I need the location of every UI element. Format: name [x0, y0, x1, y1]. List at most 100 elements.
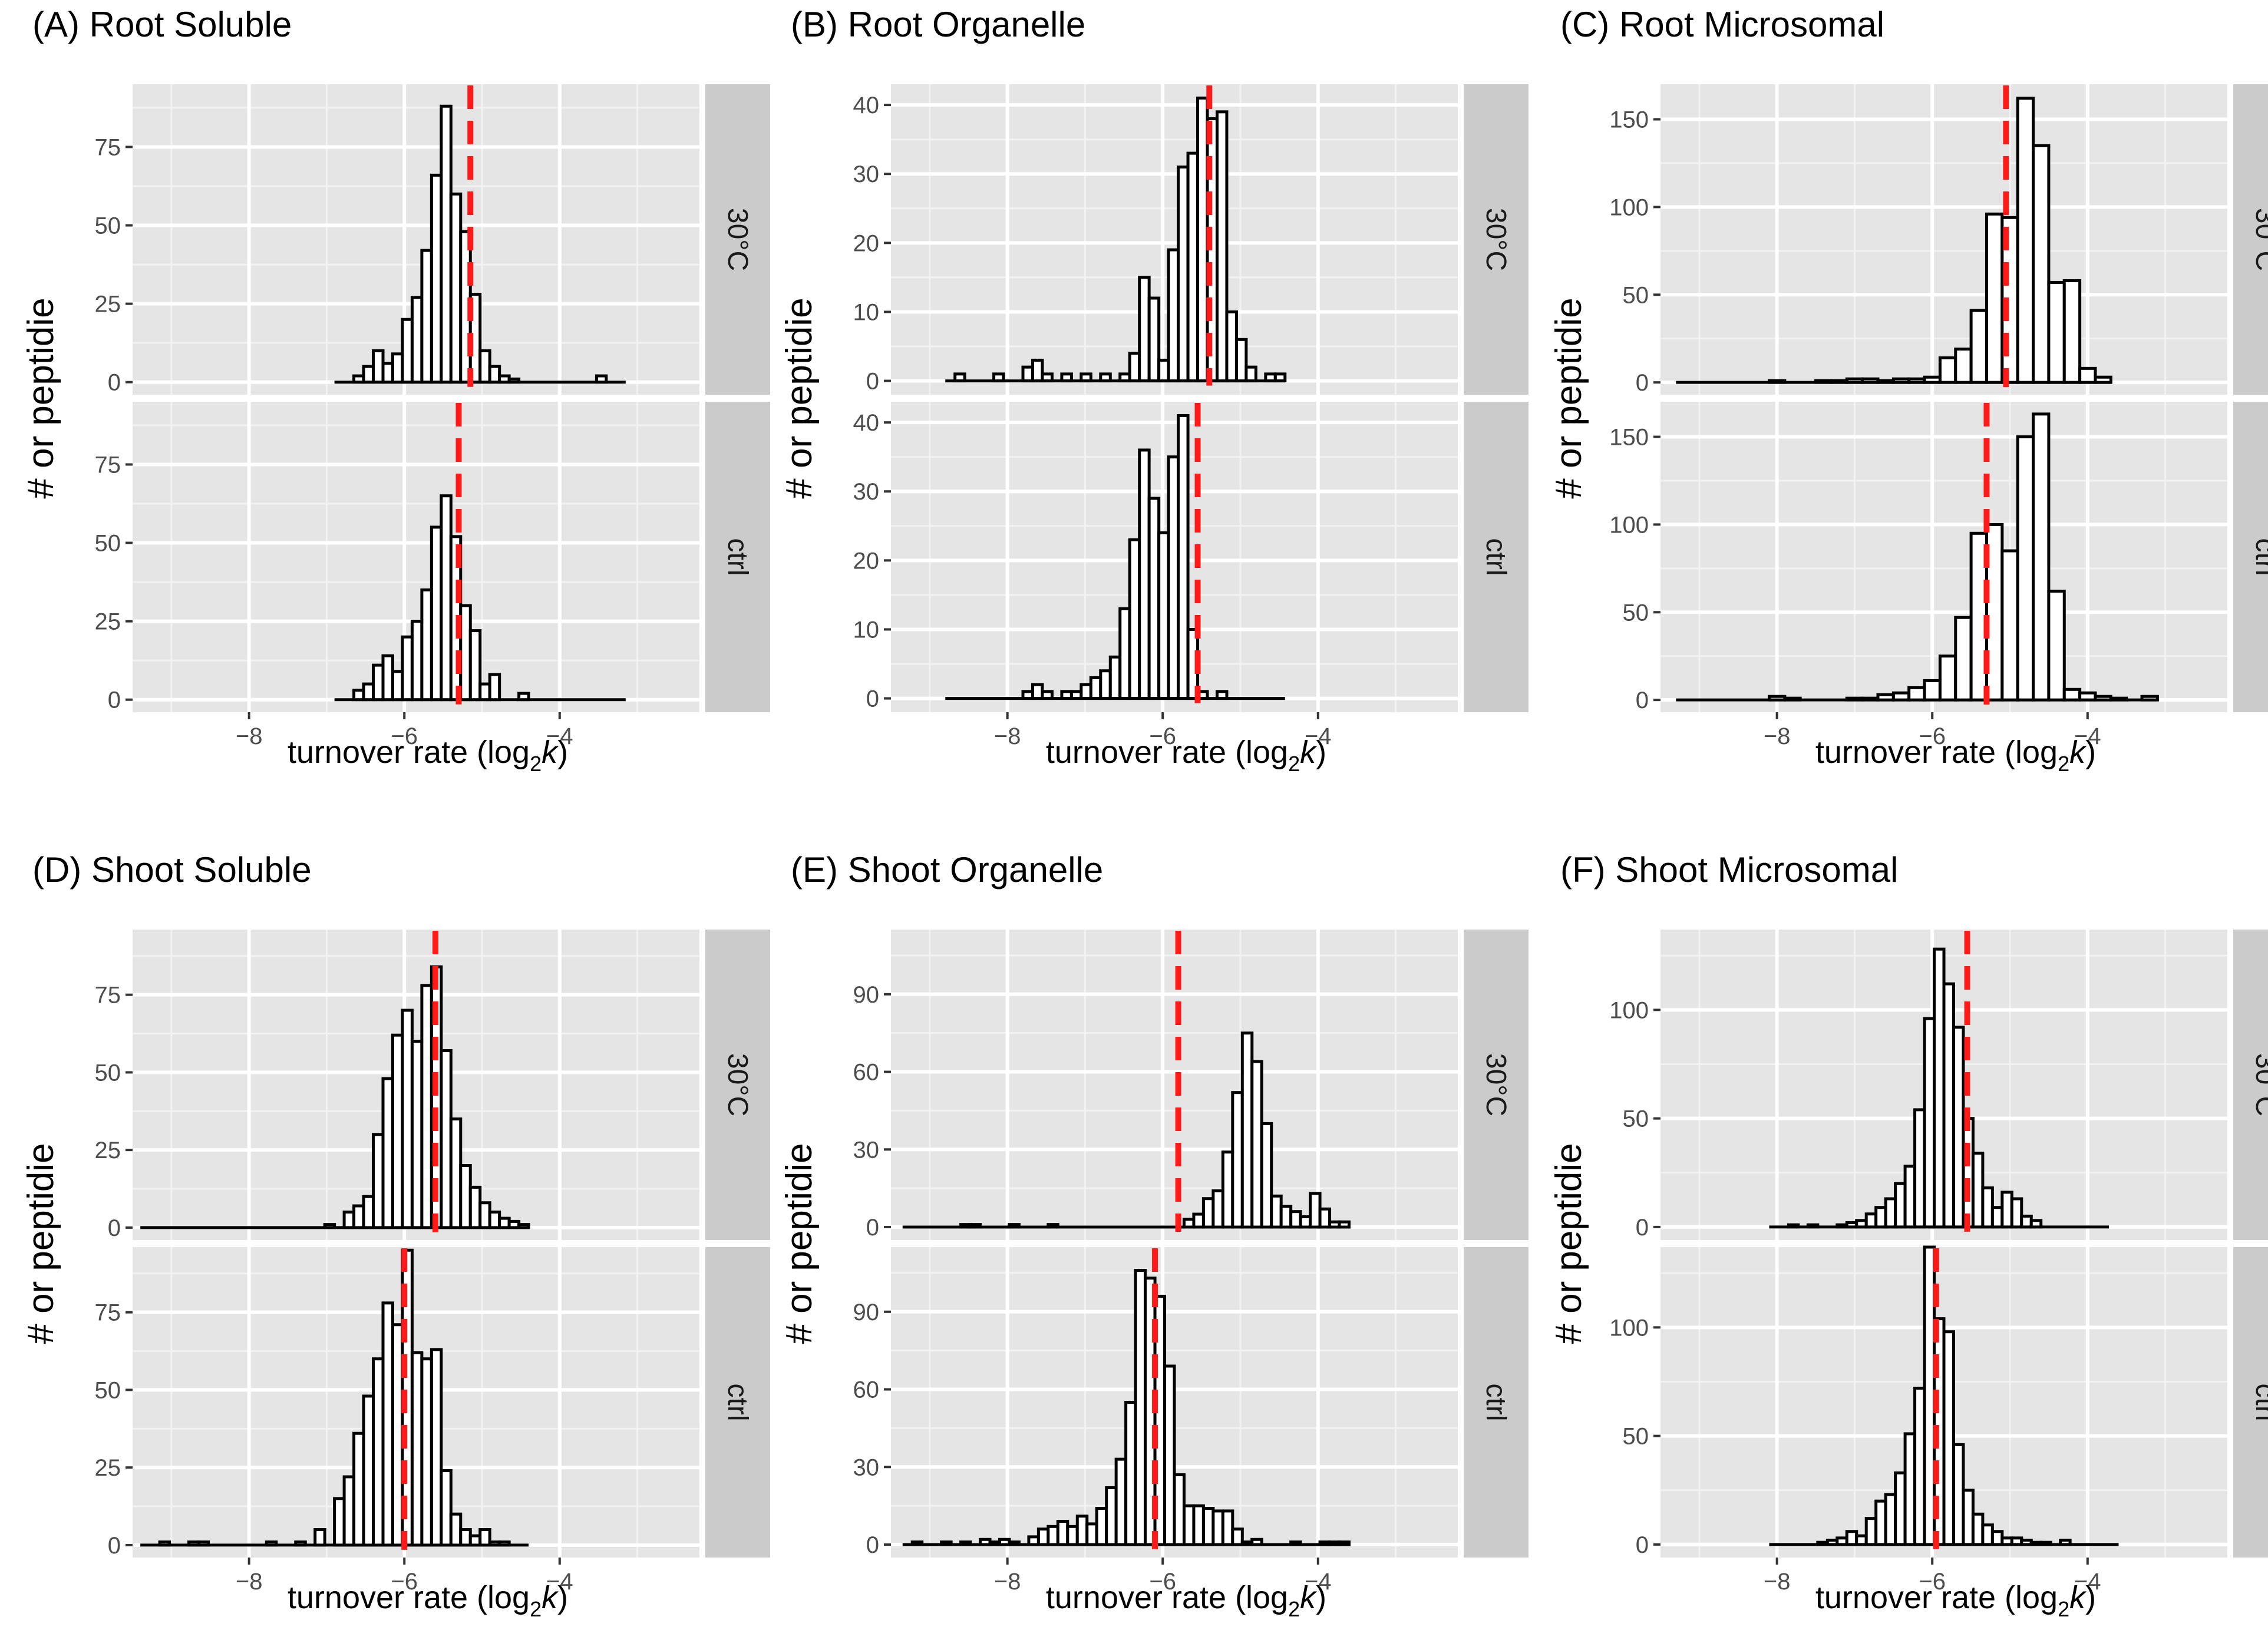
y-axis-title: # or peptidie [779, 297, 820, 498]
x-axis-title-main: turnover rate (log [1815, 735, 2058, 770]
y-axis-title: # or peptidie [1549, 1143, 1589, 1344]
y-tick-label: 10 [853, 617, 880, 643]
histogram-bar [1079, 372, 1092, 383]
histogram-bar [2047, 590, 2066, 702]
histogram-bar [1876, 379, 1895, 384]
facet-strip [705, 1247, 770, 1558]
x-axis-title-close: ) [1316, 1580, 1326, 1615]
histogram-bar [2029, 1219, 2043, 1229]
x-axis-title-close: ) [1316, 735, 1326, 770]
facet-strip [1464, 402, 1528, 712]
y-tick-label: 150 [1609, 107, 1649, 133]
histogram-bar [1942, 1330, 1955, 1546]
x-axis-title-close: ) [2085, 1580, 2096, 1615]
histogram-bar [2032, 144, 2051, 384]
histogram-bar [1954, 616, 1973, 702]
chart-title: (D) Shoot Soluble [32, 850, 312, 890]
y-tick-label: 20 [853, 230, 880, 256]
facet-strip [705, 930, 770, 1240]
y-tick-label: 0 [1636, 1532, 1649, 1558]
facet-panel: 0 50 100 30°C [1609, 930, 2268, 1241]
y-tick-label: 40 [853, 410, 880, 436]
histogram-bar [1954, 348, 1973, 384]
y-tick-label: 50 [95, 531, 121, 557]
facet-strip [1464, 84, 1528, 395]
y-tick-label: 25 [95, 1455, 121, 1481]
histogram-bar [1041, 372, 1054, 383]
histogram-bar [265, 1540, 278, 1547]
histogram-bar [959, 1540, 972, 1546]
histogram-bar [1177, 414, 1190, 700]
histogram-bar [940, 1540, 953, 1546]
y-tick-label: 90 [853, 982, 880, 1008]
facet-strip-label: ctrl [2250, 538, 2268, 576]
x-axis-title: turnover rate (log2k) [1046, 1580, 1326, 1621]
facet-panel: 0 10 20 30 40 30°C [853, 84, 1528, 395]
histogram-bar [1234, 338, 1248, 383]
x-tick-label: −4 [1305, 723, 1332, 749]
histogram-bar [1041, 690, 1054, 700]
facet-strip-label: ctrl [1480, 538, 1511, 576]
facet-strip-label: ctrl [722, 538, 753, 576]
chart-panel: (A) Root Soluble 0 25 50 75 30°C 0 25 50 75 ctrl −8… [21, 5, 770, 776]
x-tick-label: −4 [1305, 1569, 1332, 1595]
histogram-bar [1099, 372, 1112, 383]
facet-strip-label: 30°C [1480, 1053, 1511, 1116]
y-tick-label: 30 [853, 1137, 880, 1163]
y-tick-label: 0 [866, 686, 879, 712]
x-axis-title: turnover rate (log2k) [288, 1580, 568, 1621]
y-axis-title: # or peptidie [21, 1143, 61, 1344]
histogram-bar [1845, 377, 1864, 384]
x-axis-title-main: turnover rate (log [1046, 735, 1288, 770]
facet-panel: 0 30 60 90 30°C [853, 930, 1528, 1241]
histogram-bar [1907, 686, 1926, 702]
facet-strip-label: ctrl [2250, 1384, 2268, 1421]
x-tick-label: −4 [546, 723, 573, 749]
chart-title: (C) Root Microsomal [1560, 5, 1884, 44]
x-axis-title-var: k [542, 735, 559, 770]
x-axis-title: turnover rate (log2k) [1046, 735, 1326, 776]
x-tick-label: −4 [546, 1569, 573, 1595]
y-tick-label: 60 [853, 1377, 880, 1403]
y-tick-label: 25 [95, 1138, 121, 1163]
histogram-bar [2016, 435, 2035, 702]
y-tick-label: 50 [1623, 1106, 1649, 1132]
histogram-bar [2047, 280, 2066, 384]
x-axis-title: turnover rate (log2k) [1815, 1580, 2096, 1621]
histogram-bar [1907, 377, 1926, 384]
x-axis-title-var: k [1300, 1580, 1318, 1615]
y-axis-title: # or peptidie [21, 297, 61, 498]
x-axis-title-main: turnover rate (log [288, 735, 530, 770]
x-tick-label: −4 [2074, 1569, 2101, 1595]
histogram-bar [2016, 97, 2035, 384]
x-axis-title-close: ) [2085, 735, 2096, 770]
histogram-bar [1338, 1220, 1351, 1229]
x-axis-title: turnover rate (log2k) [288, 735, 568, 776]
facet-strip [2233, 84, 2268, 395]
histogram-bar [1060, 372, 1073, 383]
histogram-bar [1876, 693, 1895, 702]
histogram-bar [158, 1540, 171, 1547]
chart-title: (E) Shoot Organelle [791, 850, 1103, 890]
histogram-bar [478, 1528, 491, 1547]
histogram-bar [1318, 1207, 1332, 1229]
histogram-bar [595, 374, 608, 384]
histogram-bar [313, 1528, 326, 1547]
histogram-bar [1767, 379, 1787, 384]
histogram-bar [1985, 212, 2004, 384]
y-tick-label: 75 [95, 983, 121, 1009]
histogram-bar [1806, 1223, 1820, 1229]
facet-strip-label: 30°C [722, 208, 753, 271]
histogram-bar [1008, 1540, 1021, 1546]
x-tick-label: −8 [236, 1569, 263, 1595]
chart-title: (B) Root Organelle [791, 5, 1085, 44]
facet-strip [705, 402, 770, 712]
y-tick-label: 20 [853, 548, 880, 574]
x-tick-label: −6 [391, 723, 418, 749]
chart-panel: (E) Shoot Organelle 0 30 60 90 30°C 0 30 60 90 ctr… [779, 850, 1528, 1621]
facet-panel: 0 50 100 150 ctrl −8 −6 −4 [1609, 402, 2268, 749]
y-tick-label: 0 [108, 687, 121, 713]
histogram-bar [498, 1540, 511, 1547]
histogram-bar [1891, 691, 1911, 702]
